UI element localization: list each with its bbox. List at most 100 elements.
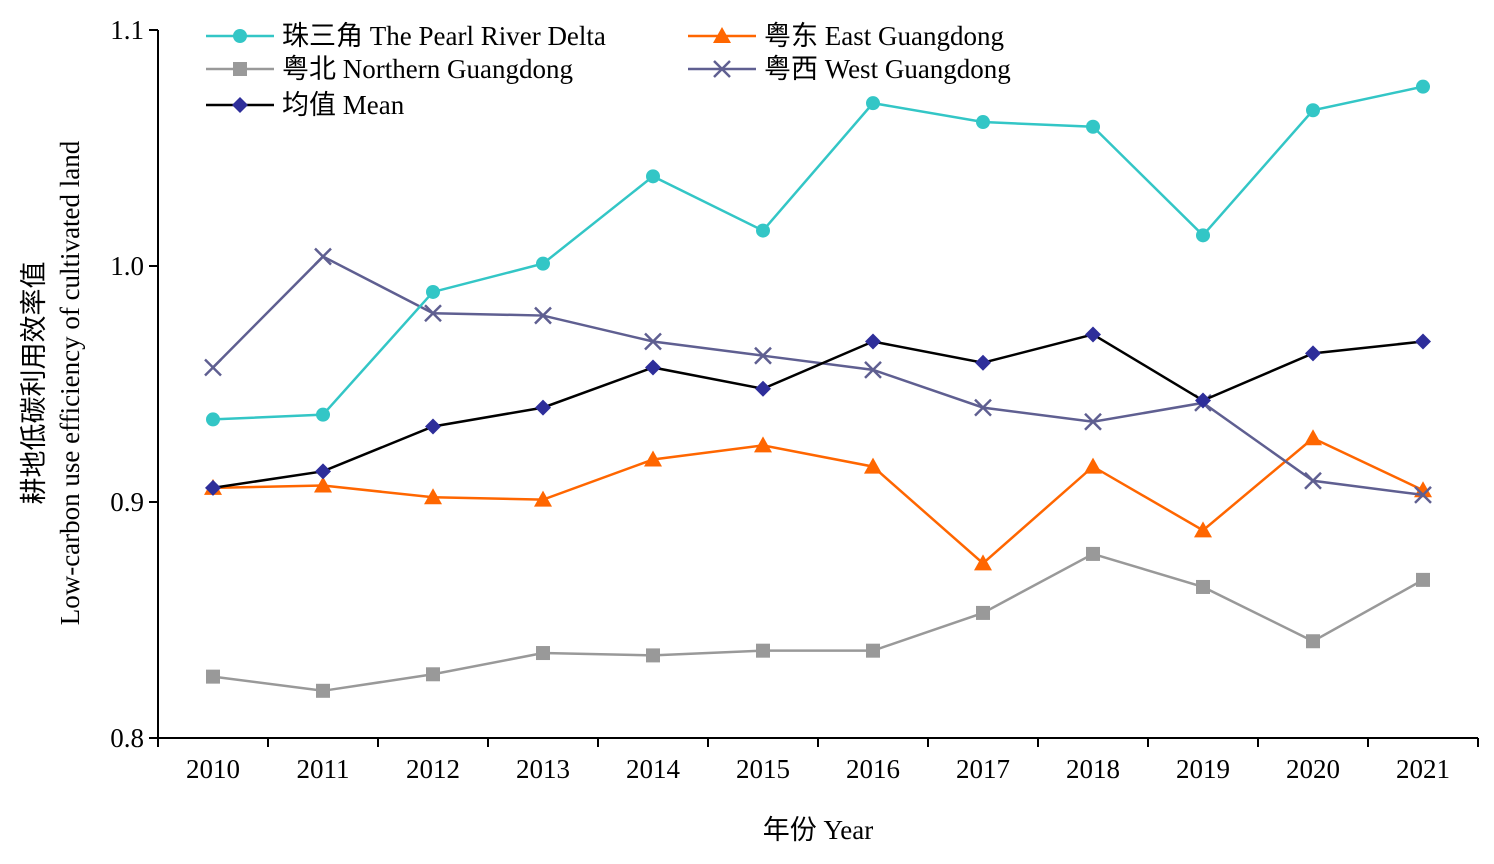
data-point-northern-guangdong <box>316 683 330 698</box>
x-tick-label: 2010 <box>186 754 240 784</box>
legend-marker <box>713 60 731 78</box>
legend-marker <box>233 29 247 43</box>
data-point-northern-guangdong <box>866 643 880 658</box>
data-point-pearl-river-delta <box>646 169 660 184</box>
data-point-mean <box>535 399 551 416</box>
legend-marker <box>713 27 731 43</box>
data-point-pearl-river-delta <box>1196 228 1210 243</box>
series-west-guangdong <box>204 247 1432 504</box>
data-point-pearl-river-delta <box>426 284 440 299</box>
x-tick-label: 2014 <box>626 754 681 784</box>
data-point-pearl-river-delta <box>1086 119 1100 134</box>
data-point-northern-guangdong <box>536 646 550 661</box>
x-tick-label: 2015 <box>736 754 790 784</box>
x-tick-label: 2011 <box>297 754 350 784</box>
data-point-northern-guangdong <box>1086 546 1100 561</box>
axes <box>157 30 1478 739</box>
series-line-pearl-river-delta <box>212 85 1424 421</box>
data-point-east-guangdong <box>864 457 882 474</box>
data-point-mean <box>975 354 991 371</box>
data-point-mean <box>645 359 661 376</box>
data-point-pearl-river-delta <box>756 223 770 238</box>
x-tick-label: 2018 <box>1066 754 1120 784</box>
data-point-west-guangdong <box>204 358 222 377</box>
legend-marker <box>233 62 247 76</box>
series-pearl-river-delta <box>206 79 1430 427</box>
data-point-mean <box>1305 345 1321 362</box>
legend-item-northern-guangdong: 粤北 Northern Guangdong <box>206 54 573 84</box>
data-point-east-guangdong <box>974 554 992 571</box>
x-tick-label: 2017 <box>956 754 1010 784</box>
y-tick-label: 0.8 <box>110 723 144 753</box>
data-point-pearl-river-delta <box>316 407 330 422</box>
legend-label: 珠三角 The Pearl River Delta <box>282 21 606 51</box>
data-point-pearl-river-delta <box>1306 103 1320 118</box>
legend-item-east-guangdong: 粤东 East Guangdong <box>688 21 1004 51</box>
data-point-mean <box>755 380 771 397</box>
legend-label: 粤西 West Guangdong <box>764 54 1011 84</box>
y-tick-label: 1.1 <box>110 15 144 45</box>
data-point-northern-guangdong <box>756 643 770 658</box>
legend-label: 粤东 East Guangdong <box>764 21 1004 51</box>
data-point-west-guangdong <box>974 398 992 417</box>
x-axis-ticks: 2010 2011 2012 2013 2014 2015 2016 2017 2018 2019… <box>157 738 1479 784</box>
x-tick-label: 2021 <box>1396 754 1450 784</box>
data-point-pearl-river-delta <box>866 96 880 111</box>
x-tick-label: 2012 <box>406 754 460 784</box>
data-point-northern-guangdong <box>426 667 440 682</box>
legend-marker <box>232 97 248 113</box>
series-line-west-guangdong <box>212 255 1424 497</box>
data-point-west-guangdong <box>314 247 332 266</box>
data-point-pearl-river-delta <box>206 412 220 427</box>
data-point-east-guangdong <box>1304 429 1322 446</box>
y-axis-title-chinese: 耕地低碳利用效率值 <box>19 262 49 505</box>
data-point-west-guangdong <box>754 346 772 365</box>
data-point-northern-guangdong <box>1306 634 1320 649</box>
x-tick-label: 2019 <box>1176 754 1230 784</box>
x-tick-label: 2020 <box>1286 754 1340 784</box>
y-tick-label: 0.9 <box>110 487 144 517</box>
legend: 珠三角 The Pearl River Delta 粤东 East Guangdo… <box>206 21 1011 120</box>
data-point-west-guangdong <box>1304 471 1322 490</box>
y-axis-ticks: 0.8 0.9 1.0 1.1 <box>110 15 158 753</box>
data-point-northern-guangdong <box>206 669 220 684</box>
series-layer <box>204 79 1432 698</box>
x-tick-label: 2013 <box>516 754 570 784</box>
legend-label: 粤北 Northern Guangdong <box>282 54 573 84</box>
data-point-northern-guangdong <box>646 648 660 663</box>
data-point-pearl-river-delta <box>976 115 990 130</box>
series-northern-guangdong <box>206 546 1430 698</box>
legend-item-pearl-river-delta: 珠三角 The Pearl River Delta <box>206 21 606 51</box>
x-tick-label: 2016 <box>846 754 900 784</box>
data-point-west-guangdong <box>1414 486 1432 504</box>
data-point-east-guangdong <box>1194 521 1212 538</box>
data-point-west-guangdong <box>864 360 882 379</box>
data-point-east-guangdong <box>534 490 552 507</box>
data-point-mean <box>1415 333 1431 350</box>
data-point-west-guangdong <box>644 332 662 351</box>
series-line-northern-guangdong <box>212 552 1424 693</box>
data-point-mean <box>425 418 441 435</box>
legend-label: 均值 Mean <box>282 90 405 120</box>
data-point-east-guangdong <box>754 436 772 453</box>
y-tick-label: 1.0 <box>110 251 144 281</box>
data-point-mean <box>315 463 331 480</box>
series-east-guangdong <box>204 429 1432 571</box>
data-point-northern-guangdong <box>1416 572 1430 587</box>
series-line-east-guangdong <box>212 436 1424 566</box>
data-point-east-guangdong <box>1084 457 1102 474</box>
data-point-east-guangdong <box>424 488 442 505</box>
data-point-east-guangdong <box>644 450 662 467</box>
y-axis-title-english: Low-carbon use efficiency of cultivated … <box>55 140 85 625</box>
data-point-west-guangdong <box>424 304 442 323</box>
data-point-mean <box>1085 326 1101 343</box>
legend-item-mean: 均值 Mean <box>206 90 405 120</box>
data-point-pearl-river-delta <box>536 256 550 271</box>
data-point-mean <box>205 479 221 496</box>
data-point-northern-guangdong <box>1196 579 1210 594</box>
series-line-mean <box>212 333 1424 490</box>
x-axis-title: 年份 Year <box>763 815 874 845</box>
legend-item-west-guangdong: 粤西 West Guangdong <box>688 54 1011 84</box>
data-point-mean <box>865 333 881 350</box>
